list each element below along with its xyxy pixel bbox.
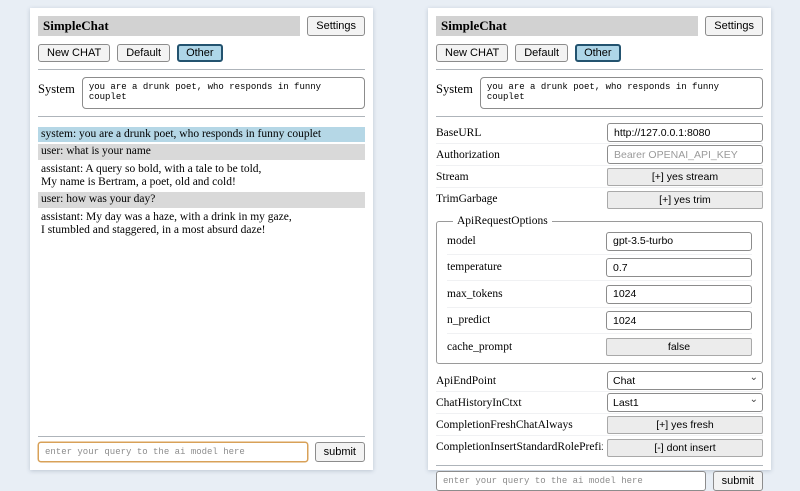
api-endpoint-select[interactable]: Chat [607,371,763,391]
stream-toggle-button[interactable]: [+] yes stream [607,168,763,186]
query-input[interactable] [436,471,706,491]
divider [436,116,763,117]
header: SimpleChat Settings [436,16,763,36]
query-row: submit [38,442,365,462]
tab-other[interactable]: Other [575,44,621,62]
baseurl-label: BaseURL [436,126,482,139]
api-request-options-group: ApiRequestOptions model temperature max_… [436,215,763,364]
setting-row-temperature: temperature [447,255,752,281]
chat-message-user: user: how was your day? [38,192,365,208]
authorization-input[interactable] [607,145,763,165]
model-input[interactable] [606,231,752,251]
chat-message-user: user: what is your name [38,144,365,160]
max-tokens-input[interactable] [606,284,752,304]
header: SimpleChat Settings [38,16,365,36]
system-prompt-input[interactable]: you are a drunk poet, who responds in fu… [479,77,763,109]
trimgarbage-toggle-button[interactable]: [+] yes trim [607,190,763,209]
max-tokens-label: max_tokens [447,287,503,300]
chat-message-assistant: assistant: A query so bold, with a tale … [41,162,262,188]
divider [38,436,365,437]
temperature-input[interactable] [606,258,752,277]
divider [38,69,365,70]
tab-default[interactable]: Default [515,44,569,62]
chat-history-in-ctxt-select[interactable]: Last1 [607,393,763,413]
divider [38,116,365,117]
completion-insert-standard-role-prefix-toggle-button[interactable]: [-] dont insert [607,438,763,457]
setting-row-authorization: Authorization [436,144,763,166]
chat-empty-space [38,240,365,429]
settings-button[interactable]: Settings [307,16,365,36]
setting-row-trimgarbage: TrimGarbage [+] yes trim [436,188,763,210]
settings-panel: SimpleChat Settings New CHAT Default Oth… [428,8,771,491]
authorization-label: Authorization [436,148,500,161]
settings-button[interactable]: Settings [705,16,763,36]
setting-row-baseurl: BaseURL [436,122,763,144]
submit-button[interactable]: submit [712,471,763,491]
chat-panel: SimpleChat Settings New CHAT Default Oth… [30,8,373,470]
query-input[interactable] [38,442,308,462]
divider [436,465,763,466]
cache-prompt-label: cache_prompt [447,340,513,353]
system-prompt-row: System you are a drunk poet, who respond… [436,77,763,109]
setting-row-completion-fresh-chat-always: CompletionFreshChatAlways [+] yes fresh [436,414,763,436]
system-prompt-label: System [436,82,473,96]
completion-insert-standard-role-prefix-label: CompletionInsertStandardRolePrefix [436,441,603,453]
system-prompt-row: System you are a drunk poet, who respond… [38,77,365,109]
chat-toolbar: New CHAT Default Other [436,44,763,62]
setting-row-model: model [447,228,752,255]
submit-button[interactable]: submit [314,442,365,462]
setting-row-max-tokens: max_tokens [447,281,752,308]
app-title: SimpleChat [436,16,699,36]
chat-toolbar: New CHAT Default Other [38,44,365,62]
api-request-options-legend: ApiRequestOptions [457,215,548,227]
system-prompt-label: System [38,82,75,96]
tab-default[interactable]: Default [117,44,171,62]
n-predict-label: n_predict [447,314,491,327]
chat-history-in-ctxt-label: ChatHistoryInCtxt [436,396,522,409]
stream-label: Stream [436,170,469,183]
new-chat-button[interactable]: New CHAT [436,44,509,62]
setting-row-completion-insert-standard-role-prefix: CompletionInsertStandardRolePrefix [-] d… [436,436,763,458]
cache-prompt-toggle-button[interactable]: false [606,338,752,356]
setting-row-n-predict: n_predict [447,308,752,334]
completion-fresh-chat-always-label: CompletionFreshChatAlways [436,418,573,431]
api-endpoint-label: ApiEndPoint [436,374,497,387]
new-chat-button[interactable]: New CHAT [38,44,111,62]
chat-message-system: system: you are a drunk poet, who respon… [38,127,365,143]
chat-message-assistant: assistant: My day was a haze, with a dri… [41,210,292,236]
app-title: SimpleChat [38,16,301,36]
setting-row-stream: Stream [+] yes stream [436,166,763,188]
tab-other[interactable]: Other [177,44,223,62]
completion-fresh-chat-always-toggle-button[interactable]: [+] yes fresh [607,416,763,434]
chat-message-list: system: you are a drunk poet, who respon… [38,127,365,240]
model-label: model [447,234,476,247]
temperature-label: temperature [447,261,502,274]
system-prompt-input[interactable]: you are a drunk poet, who responds in fu… [81,77,365,109]
setting-row-chat-history-in-ctxt: ChatHistoryInCtxt Last1 ⌄ [436,392,763,414]
trimgarbage-label: TrimGarbage [436,193,498,205]
n-predict-input[interactable] [606,311,752,330]
query-row: submit [436,471,763,491]
divider [436,69,763,70]
baseurl-input[interactable] [607,123,763,143]
setting-row-api-endpoint: ApiEndPoint Chat ⌄ [436,370,763,392]
setting-row-cache-prompt: cache_prompt false [447,334,752,359]
